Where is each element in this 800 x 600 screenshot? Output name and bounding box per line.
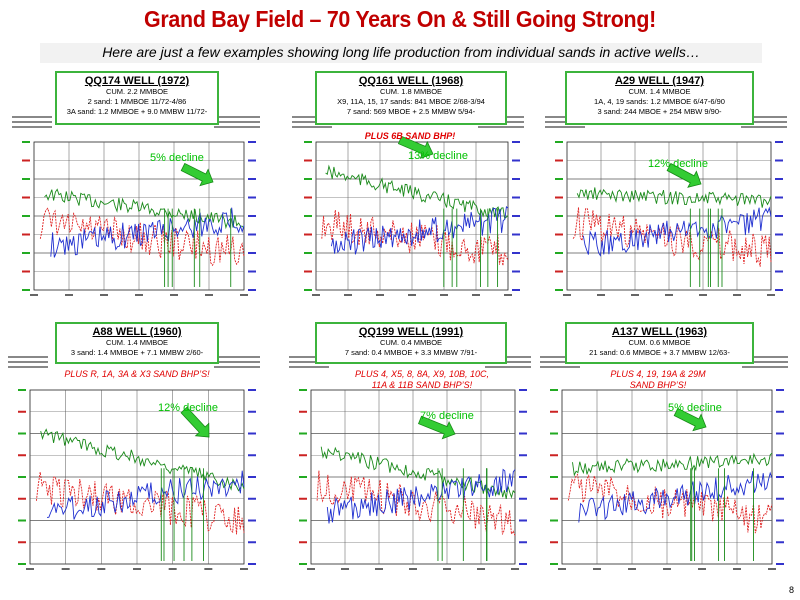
plot-frame [289, 356, 531, 570]
decline-label-qq199: 7% decline [420, 410, 474, 422]
well-sand-line: 7 sand: 0.4 MMBOE + 3.3 MMBW 7/91- [344, 348, 478, 357]
well-sand-line: 3A sand: 1.2 MMBOE + 9.0 MMBW 11/72- [66, 107, 208, 116]
well-box-qq161: QQ161 WELL (1968) CUM. 1.8 MMBOE X9, 11A… [315, 71, 507, 125]
water-rate-series [316, 470, 516, 536]
well-sand-line: 3 sand: 244 MBOE + 254 MBW 9/90- [597, 107, 722, 116]
well-cum: CUM. 2.2 MMBOE [105, 87, 169, 96]
well-box-qq199: QQ199 WELL (1991) CUM. 0.4 MMBOE 7 sand:… [315, 322, 507, 364]
well-sand-line: 21 sand: 0.6 MMBOE + 3.7 MMBW 12/63- [589, 348, 730, 357]
water-rate-series [39, 207, 245, 267]
well-name: A137 WELL (1963) [611, 326, 708, 338]
plot-frame [12, 116, 260, 296]
oil-rate-series [44, 188, 245, 230]
well-sand-line: X9, 11A, 15, 17 sands: 841 MBOE 2/68-3/9… [337, 97, 485, 106]
water-rate-series [567, 473, 773, 534]
slide-subtitle: Here are just a few examples showing lon… [102, 44, 700, 60]
plus-bhp-qq161: PLUS 6B SAND BHP! [364, 131, 456, 141]
plus-bhp-qq199: PLUS 4, X5, 8, 8A, X9, 10B, 10C, 11A & 1… [354, 369, 490, 390]
well-name: A88 WELL (1960) [92, 326, 182, 338]
well-sand-line: 1A, 4, 19 sands: 1.2 MMBOE 6/47-6/90 [594, 97, 725, 106]
decline-arrow-icon [666, 162, 702, 188]
gas-rate-series [326, 468, 516, 524]
decline-label-a137: 5% decline [668, 402, 722, 414]
water-rate-series [572, 207, 772, 267]
slide-title: Grand Bay Field – 70 Years On & Still Go… [144, 6, 656, 32]
plus-bhp-a137: PLUS 4, 19, 19A & 29M SAND BHP’S! [610, 369, 706, 390]
plus-bhp-a88: PLUS R, 1A, 3A & X3 SAND BHP’S! [64, 369, 210, 379]
oil-rate-series [572, 452, 773, 477]
decline-arrow-icon [397, 135, 434, 160]
well-cum: CUM. 1.8 MMBOE [379, 87, 443, 96]
production-plot-a137 [536, 352, 794, 582]
well-sand-line: 2 sand: 1 MMBOE 11/72-4/86 [87, 97, 187, 106]
well-cum: CUM. 1.4 MMBOE [628, 87, 691, 96]
gas-rate-series [330, 205, 509, 255]
decline-label-qq161: 13% decline [408, 150, 468, 162]
plot-frame [545, 116, 787, 296]
decline-label-a29: 12% decline [648, 158, 708, 170]
well-name: QQ161 WELL (1968) [358, 75, 464, 87]
well-box-qq174: QQ174 WELL (1972) CUM. 2.2 MMBOE 2 sand:… [55, 71, 219, 125]
well-cum: CUM. 0.4 MMBOE [379, 338, 443, 347]
well-name: QQ174 WELL (1972) [84, 75, 190, 87]
oil-rate-series [320, 446, 516, 499]
page-number: 8 [788, 585, 794, 595]
plot-frame [8, 356, 260, 570]
subtitle-band [40, 43, 762, 63]
plot-frame [540, 356, 788, 570]
well-box-a29: A29 WELL (1947) CUM. 1.4 MMBOE 1A, 4, 19… [565, 71, 754, 125]
production-plot-a88 [4, 352, 266, 582]
well-box-a137: A137 WELL (1963) CUM. 0.6 MMBOE 21 sand:… [565, 322, 754, 364]
well-sand-line: 7 sand: 569 MBOE + 2.5 MMBW 5/94- [346, 107, 476, 116]
well-name: A29 WELL (1947) [614, 75, 705, 87]
gas-rate-series [582, 206, 772, 257]
decline-label-qq174: 5% decline [150, 152, 204, 164]
gas-rate-series [47, 470, 245, 520]
decline-arrow-icon [180, 162, 214, 187]
well-cum: CUM. 0.6 MMBOE [628, 338, 691, 347]
well-box-a88: A88 WELL (1960) CUM. 1.4 MMBOE 3 sand: 1… [55, 322, 219, 364]
gas-rate-series [50, 207, 245, 258]
oil-rate-series [325, 164, 509, 220]
decline-label-a88: 12% decline [158, 402, 218, 414]
well-cum: CUM. 1.4 MMBOE [105, 338, 169, 347]
production-plot-qq161 [288, 112, 530, 308]
water-rate-series [35, 472, 245, 535]
decline-arrow-icon [180, 406, 210, 438]
gas-rate-series [578, 470, 773, 523]
production-plot-qq199 [285, 352, 537, 582]
oil-rate-series [576, 187, 772, 208]
well-sand-line: 3 sand: 1.4 MMBOE + 7.1 MMBW 2/60- [70, 348, 204, 357]
production-plot-a29 [541, 112, 793, 308]
decline-arrow-icon [673, 407, 707, 432]
production-plot-qq174 [8, 112, 266, 308]
oil-rate-series [40, 428, 245, 492]
water-rate-series [321, 209, 509, 266]
well-name: QQ199 WELL (1991) [358, 326, 464, 338]
decline-arrow-icon [417, 415, 456, 440]
